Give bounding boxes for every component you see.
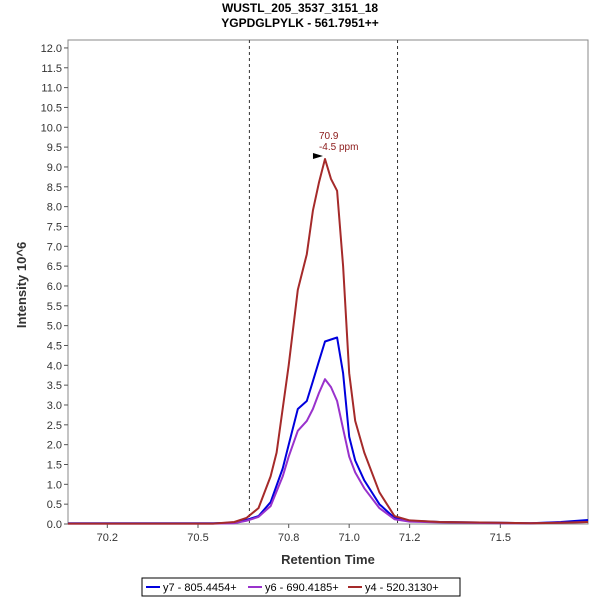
y-tick-label: 12.0 [41,43,62,55]
x-tick-label: 70.8 [278,532,299,544]
y-tick-label: 3.5 [47,380,62,392]
y-tick-label: 7.0 [47,241,62,253]
chart-title: WUSTL_205_3537_3151_18 [222,1,378,15]
plot-area: 0.0 0.5 1.0 1.5 2.0 2.5 3.0 3.5 4.0 4.5 5.0 5.5 6.0 6… [41,39,589,544]
y-axis-label: Intensity 10^6 [14,242,29,328]
y-tick-label: 8.0 [47,202,62,214]
y-tick-label: 1.0 [47,479,62,491]
x-tick-label: 70.2 [97,532,118,544]
y-tick-label: 10.5 [41,102,62,114]
plot-frame [67,39,589,525]
x-tick-label: 70.5 [187,532,208,544]
y-tick-label: 9.5 [47,142,62,154]
series-line [68,158,589,525]
legend-label: y6 - 690.4185+ [265,582,339,594]
y-tick-label: 6.0 [47,281,62,293]
legend: y7 - 805.4454+ y6 - 690.4185+ y4 - 520.313… [141,577,461,597]
x-tick-label: 71.5 [490,532,511,544]
legend-label: y7 - 805.4454+ [163,582,237,594]
legend-label: y4 - 520.3130+ [365,582,439,594]
y-tick-label: 5.5 [47,301,62,313]
y-tick-label: 5.0 [47,321,62,333]
x-tick-label: 71.2 [399,532,420,544]
x-axis-label: Retention Time [281,552,375,567]
y-tick-label: 0.0 [47,519,62,531]
legend-box [141,577,461,597]
y-tick-label: 4.0 [47,360,62,372]
y-tick-label: 2.0 [47,440,62,452]
peak-marker-arrow [312,153,323,160]
y-tick-label: 11.0 [41,83,62,95]
y-tick-label: 0.5 [47,499,62,511]
y-tick-label: 1.5 [47,459,62,471]
x-tick-label: 71.0 [338,532,359,544]
chart-subtitle: YGPDGLPYLK - 561.7951++ [221,16,378,30]
y-tick-label: 9.0 [47,162,62,174]
y-tick-label: 3.0 [47,400,62,412]
y-tick-label: 10.0 [41,122,62,134]
y-tick-label: 6.5 [47,261,62,273]
y-tick-label: 7.5 [47,221,62,233]
peak-annotation-rt: 70.9 [319,131,339,142]
y-tick-label: 11.5 [41,63,62,75]
y-tick-label: 2.5 [47,420,62,432]
y-tick-label: 8.5 [47,182,62,194]
y-tick-label: 4.5 [47,340,62,352]
peak-annotation-ppm: -4.5 ppm [319,142,358,153]
